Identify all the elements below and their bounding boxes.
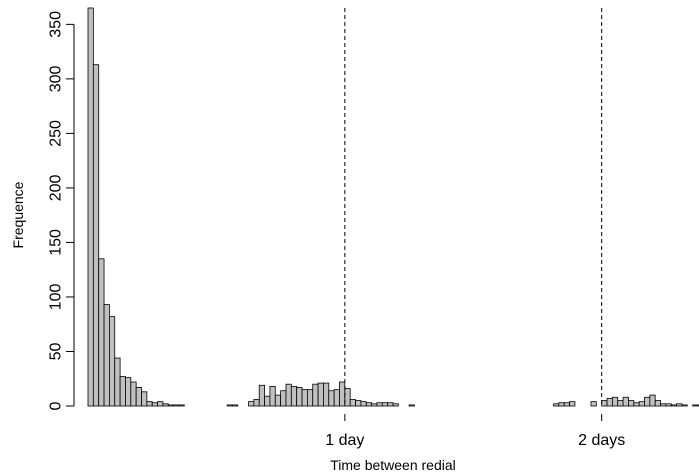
histogram-bar — [692, 404, 699, 407]
histogram-bar — [141, 391, 148, 407]
histogram-bar — [681, 404, 688, 407]
histogram-bar — [333, 389, 340, 407]
histogram-bar — [103, 304, 110, 407]
histogram-bar — [633, 402, 640, 407]
histogram-bar — [408, 404, 415, 407]
histogram-bar — [109, 316, 116, 407]
x-axis-label: Time between redial — [330, 457, 456, 473]
histogram-bar — [157, 401, 164, 407]
histogram-bar — [167, 404, 175, 407]
histogram-bar — [264, 395, 271, 407]
y-tick-label: 200 — [48, 174, 65, 201]
y-tick-label: 150 — [48, 229, 65, 256]
y-tick-label: 350 — [48, 11, 65, 38]
histogram-bar — [114, 357, 121, 407]
histogram-bar — [665, 403, 672, 407]
y-tick-label: 50 — [48, 342, 65, 360]
histogram-bar — [344, 388, 351, 407]
histogram-bar — [290, 385, 298, 407]
histogram-bar — [558, 402, 565, 407]
histogram-bar — [339, 381, 346, 407]
x-tick-label: 2 days — [578, 432, 625, 449]
y-tick-label: 100 — [48, 284, 65, 311]
x-axis: 1 day 2 days — [325, 414, 625, 449]
histogram-bar — [376, 402, 383, 407]
histogram-bar — [349, 399, 356, 407]
histogram-bar — [312, 383, 319, 407]
y-axis: 0 50 100 150 200 250 300 350 — [48, 11, 75, 410]
histogram-bar — [269, 385, 276, 407]
y-tick-label: 300 — [48, 65, 65, 92]
histogram-bar — [569, 401, 576, 407]
reference-lines — [344, 8, 603, 406]
histogram-bar — [670, 404, 677, 407]
histogram-bar — [253, 399, 260, 407]
histogram-bar — [676, 403, 683, 407]
histogram-bar — [146, 401, 153, 407]
histogram-bar — [258, 384, 265, 407]
histogram-bar — [649, 394, 656, 407]
histogram-bar — [232, 404, 239, 407]
histogram-bar — [125, 377, 132, 407]
histogram-bar — [87, 7, 94, 407]
histogram-bar — [248, 401, 255, 407]
histogram-bar — [355, 400, 362, 407]
histogram-bar — [296, 387, 303, 407]
histogram-bar — [601, 400, 608, 407]
histogram-bar — [371, 403, 378, 407]
histogram-bar — [178, 404, 185, 407]
histogram-bar — [654, 400, 661, 407]
histogram-bar — [317, 382, 324, 407]
histogram-bar — [611, 396, 619, 407]
histogram-bar — [119, 376, 126, 407]
histogram-bar — [173, 404, 180, 407]
y-tick-label: 0 — [48, 401, 65, 410]
histogram-bar — [135, 387, 142, 407]
histogram-bar — [360, 401, 367, 407]
histogram-bar — [617, 400, 624, 407]
histogram-bar — [622, 396, 629, 407]
histogram-bar — [365, 402, 372, 407]
histogram-bar — [301, 389, 308, 407]
x-tick-label: 1 day — [325, 432, 364, 449]
histogram-bar — [280, 390, 287, 407]
histogram-bar — [660, 403, 667, 407]
histogram-bar — [387, 402, 394, 407]
histogram-bar — [130, 381, 137, 407]
histogram-bar — [274, 394, 282, 407]
histogram-bar — [553, 403, 560, 407]
histogram-bar — [638, 401, 645, 407]
histogram-bar — [151, 402, 158, 407]
histogram-bar — [644, 396, 651, 407]
histogram-bar — [92, 64, 100, 407]
histogram-bar — [381, 402, 389, 407]
histogram-bar — [226, 404, 233, 407]
histogram-bar — [328, 390, 335, 407]
histogram-bar — [392, 403, 399, 407]
histogram-bar — [285, 383, 292, 407]
histogram-bar — [162, 403, 169, 407]
y-tick-label: 250 — [48, 120, 65, 147]
histogram-bar — [590, 401, 597, 407]
histogram-bar — [628, 400, 635, 407]
histogram-bars — [87, 7, 699, 407]
y-axis-label: Frequence — [10, 181, 26, 248]
histogram-bar — [306, 389, 314, 407]
histogram-bar — [98, 258, 105, 407]
histogram-bar — [563, 402, 570, 407]
histogram-bar — [606, 397, 613, 407]
histogram-bar — [323, 382, 330, 407]
